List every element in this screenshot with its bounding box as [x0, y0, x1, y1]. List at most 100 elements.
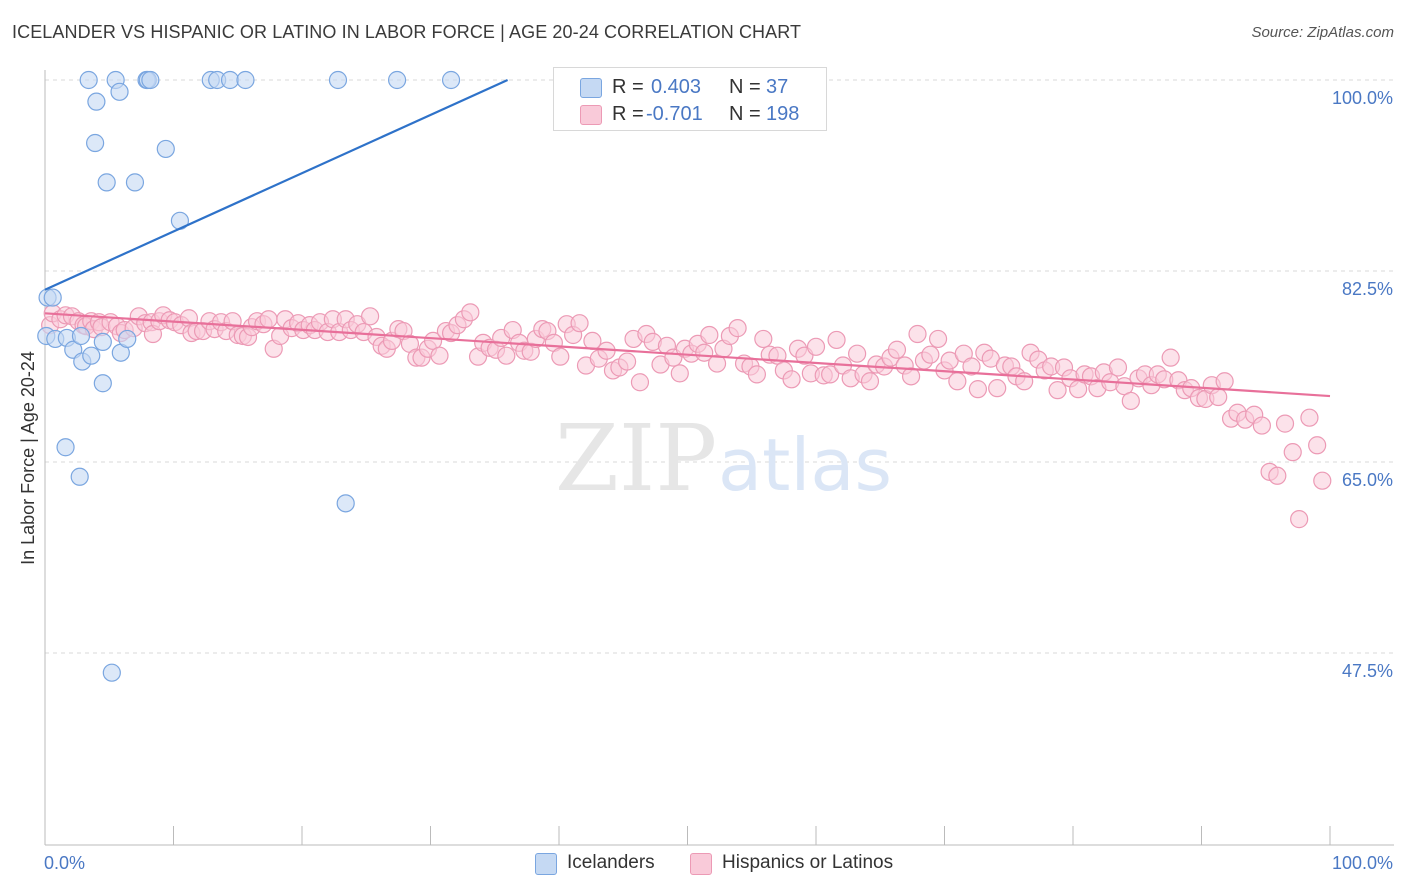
hispanics-point	[782, 370, 801, 389]
hispanics-point	[988, 379, 1007, 398]
hispanics-point	[728, 319, 747, 338]
hispanics-point	[860, 372, 880, 391]
icelanders-point	[110, 82, 129, 101]
hispanics-point	[259, 310, 278, 329]
legend-n-label: N =	[729, 103, 761, 125]
legend-row-icelanders: R = 0.403 N = 37	[554, 74, 826, 102]
hispanics-point	[968, 380, 988, 399]
icelanders-point	[79, 70, 98, 90]
hispanics-point	[928, 329, 948, 349]
hispanics-point	[570, 314, 589, 333]
hispanics-point	[1313, 471, 1332, 490]
watermark-atlas: atlas	[718, 423, 892, 507]
legend-swatch-hispanics	[690, 853, 712, 875]
hispanics-point	[361, 307, 380, 326]
x-tick-label: 100.0%	[1332, 853, 1393, 873]
hispanics-point	[430, 346, 449, 365]
hispanics-point	[754, 329, 773, 349]
hispanics-point	[1215, 372, 1234, 391]
legend-swatch-hispanics	[580, 105, 602, 125]
x-tick-label: 0.0%	[44, 853, 85, 873]
icelanders-point	[328, 70, 348, 90]
legend-n-label: N =	[729, 76, 761, 98]
hispanics-point	[1048, 381, 1067, 400]
hispanics-point	[962, 357, 981, 376]
icelanders-point	[102, 663, 121, 682]
series-legend: Icelanders Hispanics or Latinos	[0, 852, 1406, 878]
icelanders-point	[97, 173, 116, 192]
icelanders-point	[387, 70, 407, 90]
hispanics-point	[901, 367, 921, 386]
y-tick-label: 82.5%	[1342, 279, 1393, 299]
icelanders-point	[441, 70, 461, 90]
hispanics-trend-line	[44, 312, 1331, 398]
legend-r-value: -0.701	[646, 103, 703, 125]
hispanics-point	[1283, 443, 1302, 462]
axes	[44, 70, 1394, 846]
hispanics-point	[618, 352, 637, 371]
icelanders-point	[70, 467, 89, 486]
hispanics-point	[497, 346, 516, 365]
hispanics-point	[827, 330, 846, 350]
hispanics-point	[551, 347, 570, 366]
legend-label-icelanders: Icelanders	[567, 852, 655, 873]
hispanics-point	[1275, 414, 1295, 433]
legend-label-hispanics: Hispanics or Latinos	[722, 852, 894, 873]
chart-title: ICELANDER VS HISPANIC OR LATINO IN LABOR…	[12, 22, 802, 42]
hispanics-point	[1252, 416, 1271, 435]
legend-n-value: 37	[766, 76, 789, 98]
hispanics-point	[1300, 408, 1319, 427]
hispanics-point	[1121, 391, 1140, 411]
hispanics-point	[806, 337, 826, 356]
trend-lines	[44, 78, 1331, 398]
hispanics-point	[821, 365, 840, 384]
icelanders-point	[82, 346, 101, 365]
hispanics-point	[1108, 358, 1128, 377]
legend-r-label: R =	[612, 76, 644, 98]
icelanders-point	[220, 70, 240, 90]
legend-r-value: 0.403	[651, 76, 702, 98]
correlation-legend: R = 0.403 N = 37 R = -0.701 N = 198	[553, 67, 827, 131]
icelanders-point	[87, 92, 106, 111]
hispanics-point	[848, 344, 867, 363]
icelanders-point	[43, 288, 62, 307]
zipatlas-watermark: ZIP atlas	[555, 405, 892, 512]
icelanders-point	[118, 329, 137, 349]
y-tick-label: 47.5%	[1342, 661, 1393, 681]
icelanders-point	[236, 70, 255, 90]
hispanics-point	[747, 365, 766, 384]
hispanics-point	[670, 364, 689, 383]
axis-labels: 100.0% 82.5% 65.0% 47.5% 0.0% 100.0% In Labor …	[18, 88, 1393, 873]
icelanders-point	[141, 70, 160, 90]
series-icelanders-points	[37, 69, 576, 682]
icelanders-point	[125, 173, 145, 192]
legend-r-label: R =	[612, 103, 644, 125]
icelanders-point	[93, 332, 112, 351]
watermark-zip: ZIP	[555, 405, 717, 512]
hispanics-point	[921, 345, 940, 364]
hispanics-point	[908, 324, 927, 344]
y-axis-label: In Labor Force | Age 20-24	[18, 351, 38, 565]
hispanics-point	[700, 325, 719, 345]
hispanics-point	[630, 373, 650, 392]
icelanders-point	[56, 438, 75, 457]
icelanders-point	[336, 494, 355, 513]
y-tick-label: 100.0%	[1332, 88, 1393, 108]
hispanics-point	[948, 372, 967, 391]
y-tick-label: 65.0%	[1342, 470, 1393, 490]
hispanics-point	[1209, 387, 1228, 407]
hispanics-point	[461, 303, 480, 322]
legend-swatch-icelanders	[535, 853, 557, 875]
hispanics-point	[1161, 348, 1180, 367]
hispanics-point	[1308, 436, 1327, 455]
icelanders-point	[86, 133, 105, 153]
icelanders-point	[71, 326, 91, 346]
legend-row-hispanics: R = -0.701 N = 198	[554, 101, 826, 129]
icelanders-point	[156, 139, 175, 159]
source-credit: Source: ZipAtlas.com	[1251, 24, 1394, 41]
icelanders-point	[93, 374, 112, 393]
legend-swatch-icelanders	[580, 78, 602, 98]
legend-n-value: 198	[766, 103, 800, 125]
hispanics-point	[887, 340, 907, 359]
